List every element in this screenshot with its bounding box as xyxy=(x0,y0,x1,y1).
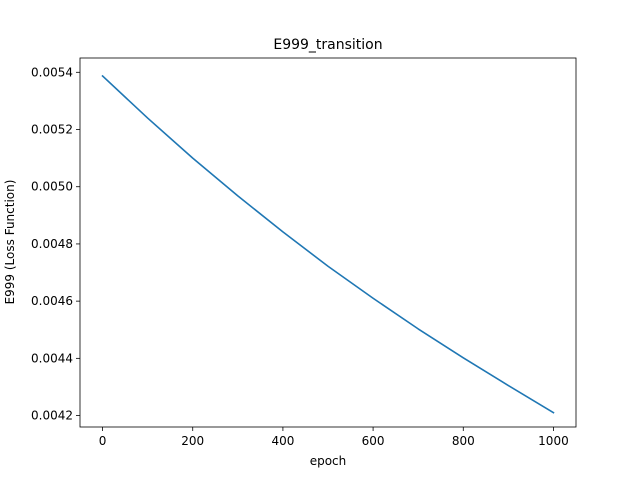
x-tick-label: 800 xyxy=(452,434,475,448)
y-tick-label: 0.0052 xyxy=(31,123,73,137)
series-layer xyxy=(101,74,555,414)
y-tick-label: 0.0042 xyxy=(31,409,73,423)
y-tick-label: 0.0048 xyxy=(31,237,73,251)
loss-series-line xyxy=(101,74,555,414)
y-tick-label: 0.0046 xyxy=(31,294,73,308)
y-tick-label: 0.0054 xyxy=(31,65,73,79)
y-axis: 0.0042 0.0044 0.0046 0.0048 0.0050 0.0052 0.00… xyxy=(31,65,80,423)
x-tick-label: 200 xyxy=(181,434,204,448)
chart-title: E999_transition xyxy=(273,37,382,53)
x-tick-label: 600 xyxy=(362,434,385,448)
y-tick-label: 0.0044 xyxy=(31,351,73,365)
x-tick-label: 1000 xyxy=(538,434,569,448)
x-tick-label: 0 xyxy=(99,434,107,448)
y-axis-label: E999 (Loss Function) xyxy=(3,180,17,305)
plot-area xyxy=(79,57,577,428)
x-axis: 0 200 400 600 800 1000 xyxy=(99,427,569,448)
x-axis-label: epoch xyxy=(310,454,347,468)
x-tick-label: 400 xyxy=(271,434,294,448)
y-tick-label: 0.0050 xyxy=(31,180,73,194)
